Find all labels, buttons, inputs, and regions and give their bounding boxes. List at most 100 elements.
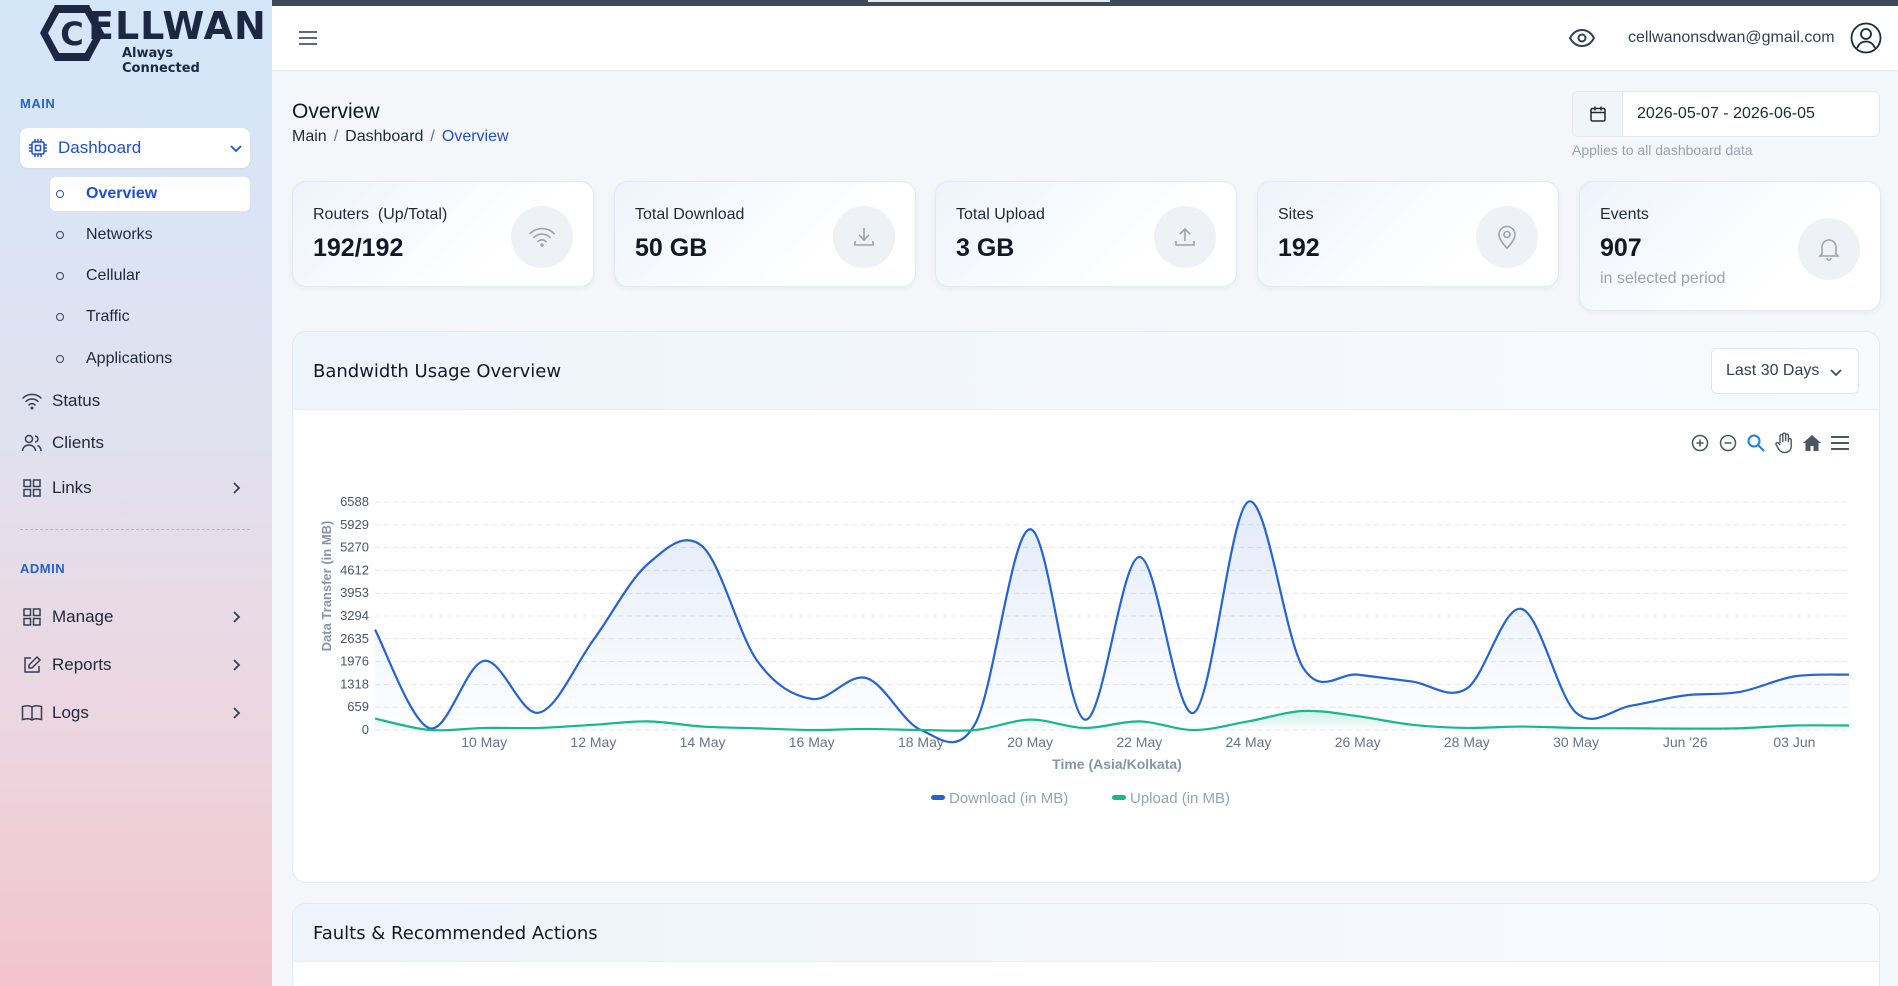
y-tick-label: 2635: [340, 631, 369, 646]
sidebar-subitem-overview[interactable]: Overview: [50, 177, 250, 211]
home-reset-icon[interactable]: [1801, 432, 1823, 454]
stat-card-events: Events 907 in selected period: [1579, 181, 1881, 311]
x-tick-label: 12 May: [570, 734, 616, 750]
bullet-icon: [56, 272, 64, 280]
date-range-hint: Applies to all dashboard data: [1572, 142, 1753, 158]
chevron-down-icon: [1830, 369, 1842, 377]
time-range-dropdown[interactable]: Last 30 Days: [1711, 348, 1859, 394]
x-tick-label: 28 May: [1444, 734, 1490, 750]
upload-icon: [1154, 206, 1216, 268]
chevron-right-icon: [233, 707, 241, 719]
sidebar-subitem-label: Traffic: [86, 308, 130, 325]
stat-value: 50 GB: [635, 234, 708, 262]
eye-icon[interactable]: [1568, 26, 1596, 50]
wifi-icon: [511, 206, 573, 268]
selection-zoom-icon[interactable]: [1745, 432, 1767, 454]
legend-label-upload: Upload (in MB): [1130, 790, 1230, 807]
time-range-value: Last 30 Days: [1726, 362, 1820, 379]
sidebar-subitem-networks[interactable]: Networks: [50, 218, 250, 252]
sidebar-subitem-traffic[interactable]: Traffic: [50, 300, 250, 334]
panel-title: Bandwidth Usage Overview: [313, 361, 562, 382]
x-tick-label: 16 May: [789, 734, 835, 750]
x-axis-ticks: 10 May 12 May 14 May 16 May 18 May 20 May 22 M…: [461, 734, 1815, 750]
bullet-icon: [56, 355, 64, 363]
y-tick-label: 6588: [340, 494, 369, 509]
stat-card-total-download: Total Download 50 GB: [614, 181, 916, 287]
stat-value: 192: [1278, 234, 1320, 262]
sidebar-item-dashboard[interactable]: Dashboard: [20, 128, 250, 168]
chevron-right-icon: [233, 659, 241, 671]
brand-name: ELLWAN: [88, 4, 267, 48]
sidebar-item-reports[interactable]: Reports: [20, 645, 250, 685]
sidebar-item-label: Dashboard: [58, 138, 142, 157]
sidebar-item-label: Status: [52, 391, 101, 410]
sidebar-divider: [20, 529, 250, 530]
legend-item-upload[interactable]: Upload (in MB): [1112, 790, 1230, 807]
sidebar-item-manage[interactable]: Manage: [20, 597, 250, 637]
chevron-right-icon: [233, 482, 241, 494]
y-tick-label: 4612: [340, 562, 369, 577]
bullet-icon: [56, 313, 64, 321]
legend-item-download[interactable]: Download (in MB): [931, 790, 1068, 807]
wifi-icon: [20, 389, 44, 413]
breadcrumb-dashboard[interactable]: Dashboard: [345, 128, 424, 145]
x-tick-label: 14 May: [680, 734, 726, 750]
y-tick-label: 659: [347, 699, 369, 714]
admin-section-label: ADMIN: [20, 561, 66, 576]
location-pin-icon: [1476, 206, 1538, 268]
main-section-label: MAIN: [20, 96, 56, 111]
hamburger-menu-icon[interactable]: [296, 26, 320, 50]
panel-header: Faults & Recommended Actions: [293, 904, 1879, 962]
chart-toolbar: [1689, 432, 1851, 454]
chart-menu-icon[interactable]: [1829, 432, 1851, 454]
bandwidth-line-chart[interactable]: 0 659 1318 1976 2635 3294 3953 4612 5270 5929 6588…: [293, 410, 1880, 883]
bandwidth-panel: Bandwidth Usage Overview Last 30 Days 0 6…: [292, 331, 1880, 883]
sidebar-subitem-label: Networks: [86, 226, 153, 243]
y-tick-label: 0: [362, 722, 369, 737]
y-tick-label: 5270: [340, 540, 369, 555]
panel-title: Faults & Recommended Actions: [313, 923, 598, 944]
date-range-value[interactable]: 2026-05-07 - 2026-06-05: [1637, 105, 1815, 122]
date-range-picker[interactable]: 2026-05-07 - 2026-06-05: [1572, 91, 1880, 137]
sidebar: C ELLWAN Always Connected MAIN Dashboard…: [0, 0, 272, 986]
chevron-right-icon: [233, 611, 241, 623]
cellwan-logo[interactable]: C ELLWAN Always Connected: [38, 2, 266, 76]
sidebar-item-status[interactable]: Status: [20, 381, 250, 421]
stat-value: 192/192: [313, 234, 404, 262]
x-tick-label: 22 May: [1116, 734, 1162, 750]
grid-icon: [20, 476, 44, 500]
edit-icon: [20, 653, 44, 677]
stat-label: Events: [1600, 206, 1649, 223]
breadcrumb-separator: /: [333, 128, 339, 145]
zoom-in-icon[interactable]: [1689, 432, 1711, 454]
download-icon: [833, 206, 895, 268]
sidebar-item-links[interactable]: Links: [20, 468, 250, 508]
y-axis-label: Data Transfer (in MB): [319, 521, 334, 652]
sidebar-item-logs[interactable]: Logs: [20, 693, 250, 733]
faults-panel: Faults & Recommended Actions: [292, 903, 1880, 986]
sidebar-subitem-applications[interactable]: Applications: [50, 342, 250, 376]
breadcrumb-main[interactable]: Main: [292, 128, 327, 145]
user-avatar-icon[interactable]: [1850, 22, 1882, 54]
x-tick-label: 18 May: [898, 734, 944, 750]
grid-icon: [20, 605, 44, 629]
x-tick-label: 03 Jun: [1773, 734, 1815, 750]
pan-hand-icon[interactable]: [1773, 432, 1795, 454]
y-tick-label: 5929: [340, 517, 369, 532]
breadcrumb-separator: /: [430, 128, 435, 145]
zoom-out-icon[interactable]: [1717, 432, 1739, 454]
legend-swatch-download: [931, 795, 945, 800]
stat-card-sites: Sites 192: [1257, 181, 1559, 287]
sidebar-subitem-label: Cellular: [86, 267, 141, 284]
x-tick-label: 26 May: [1335, 734, 1381, 750]
users-icon: [20, 431, 44, 455]
y-tick-label: 1976: [340, 654, 369, 669]
x-tick-label: 24 May: [1226, 734, 1272, 750]
sidebar-item-label: Manage: [52, 607, 114, 626]
calendar-icon[interactable]: [1573, 92, 1623, 136]
sidebar-subitem-cellular[interactable]: Cellular: [50, 259, 250, 293]
sidebar-item-clients[interactable]: Clients: [20, 423, 250, 463]
sidebar-item-label: Clients: [52, 433, 104, 452]
sidebar-subitem-label: Applications: [86, 350, 173, 367]
user-email[interactable]: cellwanonsdwan@gmail.com: [1628, 29, 1835, 46]
